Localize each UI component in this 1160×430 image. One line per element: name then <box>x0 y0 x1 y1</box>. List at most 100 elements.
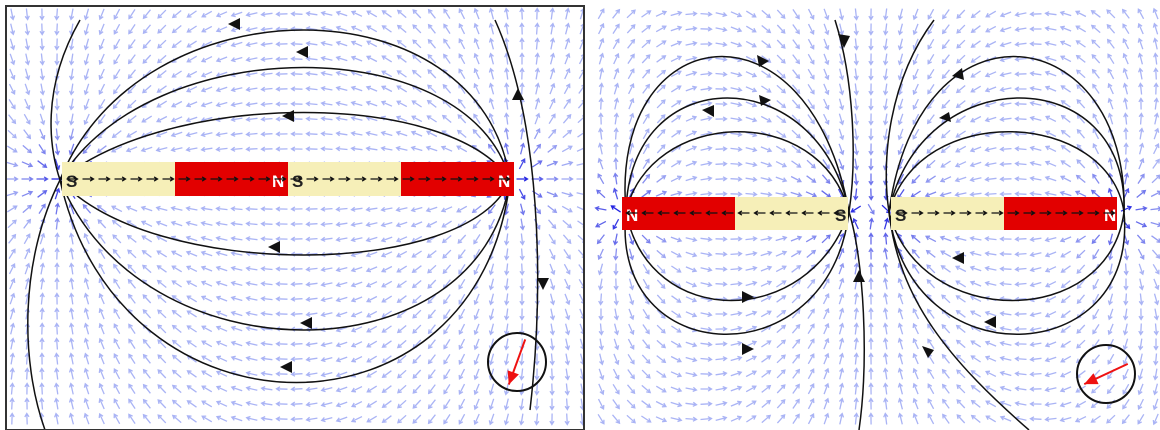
field-vector-arrow <box>427 339 436 350</box>
field-vector-arrow <box>113 398 121 410</box>
magnet-field-arrow <box>226 176 239 182</box>
field-vector-arrow <box>564 368 570 381</box>
field-vector-arrow <box>1076 264 1086 275</box>
field-vector-arrow <box>427 69 437 79</box>
field-vector-arrow <box>488 52 495 65</box>
field-vector-arrow <box>38 203 46 214</box>
field-vector-arrow <box>443 8 451 19</box>
field-vector-arrow <box>412 369 422 379</box>
field-vector-arrow <box>564 353 571 366</box>
field-vector-arrow <box>10 23 16 36</box>
field-vector-arrow <box>999 340 1012 347</box>
field-vector-arrow <box>260 281 273 287</box>
field-vector-arrow <box>867 203 875 215</box>
field-vector-arrow <box>83 98 90 111</box>
field-vector-arrow <box>39 83 46 96</box>
field-vector-arrow <box>350 311 363 318</box>
field-vector-arrow <box>260 386 273 392</box>
field-vector-arrow <box>155 115 168 123</box>
field-vector-arrow <box>8 262 16 275</box>
field-vector-arrow <box>628 323 635 336</box>
field-vector-arrow <box>613 278 619 291</box>
field-vector-arrow <box>670 190 683 197</box>
field-vector-arrow <box>335 206 348 212</box>
field-vector-arrow <box>656 324 666 334</box>
field-vector-arrow <box>685 266 698 273</box>
field-vector-arrow <box>969 280 982 287</box>
field-vector-arrow <box>670 160 682 168</box>
field-vector-arrow <box>806 175 817 183</box>
field-vector-arrow <box>730 400 743 407</box>
magnet-field-arrow <box>274 176 287 182</box>
field-vector-arrow <box>730 161 743 167</box>
field-vector-arrow <box>54 83 60 96</box>
field-vector-arrow <box>412 399 422 409</box>
field-vector-arrow <box>68 143 75 156</box>
field-vector-arrow <box>613 97 620 110</box>
field-vector-arrow <box>350 416 363 423</box>
field-vector-arrow <box>792 39 800 50</box>
field-vector-arrow <box>290 416 303 422</box>
field-vector-arrow <box>350 25 363 32</box>
field-vector-arrow <box>1153 52 1159 65</box>
field-vector-arrow <box>111 130 122 139</box>
field-vector-arrow <box>883 23 889 36</box>
field-vector-arrow <box>776 309 787 318</box>
field-vector-arrow <box>761 40 772 49</box>
field-vector-arrow <box>519 37 525 50</box>
field-vector-arrow <box>612 8 621 19</box>
magnet-field-arrow <box>959 210 972 216</box>
field-vector-arrow <box>9 397 15 410</box>
field-vector-arrow <box>868 307 874 320</box>
field-vector-arrow <box>641 234 651 244</box>
field-vector-arrow <box>350 386 363 393</box>
field-vector-arrow <box>128 323 136 334</box>
field-vector-arrow <box>380 236 393 243</box>
field-vector-arrow <box>200 56 213 63</box>
field-vector-arrow <box>882 322 889 335</box>
field-vector-arrow <box>1029 85 1042 92</box>
field-vector-arrow <box>1152 383 1159 396</box>
field-vector-arrow <box>230 131 243 137</box>
field-vector-arrow <box>613 82 620 95</box>
field-vector-arrow <box>671 295 682 303</box>
magnet-field-arrow <box>258 176 271 182</box>
field-vector-arrow <box>410 130 423 137</box>
field-vector-arrow <box>24 247 31 260</box>
field-vector-arrow <box>171 10 182 19</box>
field-vector-arrow <box>488 293 495 306</box>
field-vector-arrow <box>700 41 713 47</box>
field-vector-arrow <box>791 145 802 154</box>
field-vector-arrow <box>670 85 682 93</box>
field-vector-arrow <box>171 399 182 409</box>
field-vector-arrow <box>897 382 904 395</box>
field-vector-arrow <box>760 295 773 303</box>
field-vector-arrow <box>1076 294 1085 305</box>
field-vector-arrow <box>655 25 667 33</box>
field-vector-arrow <box>745 310 758 317</box>
field-vector-arrow <box>745 25 757 33</box>
field-vector-arrow <box>290 221 303 227</box>
compass[interactable] <box>487 332 547 392</box>
field-vector-arrow <box>24 68 31 81</box>
field-vector-arrow <box>562 219 573 229</box>
compass[interactable] <box>1076 344 1136 404</box>
field-vector-arrow <box>628 97 635 110</box>
field-vector-arrow <box>730 131 743 137</box>
bar-magnet: N S <box>622 197 848 230</box>
field-vector-arrow <box>473 82 480 95</box>
magnet-field-arrow <box>418 176 431 182</box>
field-vector-arrow <box>805 235 817 243</box>
field-vector-arrow <box>1060 310 1071 319</box>
field-vector-arrow <box>941 54 950 65</box>
field-vector-arrow <box>1121 414 1130 425</box>
field-vector-arrow <box>790 191 803 198</box>
field-vector-arrow <box>36 176 49 182</box>
field-vector-arrow <box>365 295 378 303</box>
field-vector-arrow <box>245 131 258 137</box>
field-vector-arrow <box>760 191 773 197</box>
field-vector-arrow <box>807 23 815 36</box>
field-vector-arrow <box>613 263 619 276</box>
field-vector-arrow <box>365 251 378 258</box>
field-vector-arrow <box>396 399 407 409</box>
